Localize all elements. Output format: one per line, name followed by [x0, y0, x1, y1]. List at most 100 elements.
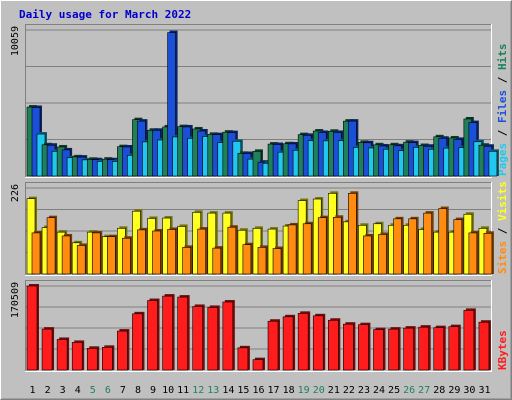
x-tick-label: 22: [343, 385, 355, 396]
x-tick-label: 24: [373, 385, 385, 396]
bar-sites-day-10: [167, 227, 178, 275]
x-tick-label: 15: [237, 385, 249, 396]
bar-kbytes-day-9: [147, 298, 160, 371]
bar-sites-day-6: [107, 234, 118, 275]
x-axis-ticks: 1 2 3 4 5 6 7 8 9 10 11 12 13 14 15 16 17 18 19 20 21 22 23 24 2…: [30, 385, 491, 396]
bar-kbytes-day-14: [222, 300, 235, 371]
y-max-label-top: 10059: [10, 26, 21, 56]
bar-sites-day-2: [46, 215, 58, 275]
bar-sites-day-30: [468, 230, 479, 275]
series-label-top: Pages / Files / Hits: [496, 44, 509, 177]
bar-kbytes-day-6: [102, 345, 115, 371]
bar-kbytes-day-31: [478, 320, 491, 371]
bar-sites-day-12: [197, 227, 208, 275]
x-tick-label: 11: [177, 385, 189, 396]
bar-pages-day-31: [488, 149, 499, 177]
y-max-label-middle: 226: [10, 184, 21, 202]
bar-kbytes-day-11: [177, 295, 190, 371]
bar-kbytes-day-25: [388, 327, 401, 371]
x-tick-label: 12: [192, 385, 204, 396]
bar-kbytes-day-29: [448, 324, 461, 371]
bar-kbytes-day-8: [132, 311, 145, 371]
x-tick-label: 2: [45, 385, 51, 396]
panel-bottom: 170509 KBytes: [10, 280, 509, 372]
x-tick-label: 1: [30, 385, 36, 396]
bar-kbytes-day-3: [56, 337, 70, 371]
x-tick-label: 7: [120, 385, 126, 396]
y-max-label-bottom: 170509: [10, 282, 21, 318]
x-tick-label: 29: [448, 385, 460, 396]
x-tick-label: 9: [150, 385, 156, 396]
bar-kbytes-day-27: [418, 325, 431, 371]
bar-kbytes-day-10: [162, 294, 175, 371]
bar-sites-day-1: [31, 230, 42, 275]
bar-kbytes-day-22: [343, 322, 356, 371]
bar-kbytes-day-4: [71, 340, 85, 371]
bar-kbytes-day-15: [237, 345, 250, 371]
series-label-bottom: KBytes: [496, 330, 509, 370]
bar-files-day-10: [167, 30, 178, 177]
x-tick-label: 21: [328, 385, 340, 396]
panels-layer: 10059 Pages / Files / Hits 226 Sites / Visi…: [10, 24, 509, 372]
bar-sites-day-3: [61, 233, 73, 275]
bar-sites-day-23: [363, 233, 374, 275]
bar-sites-day-13: [212, 246, 223, 275]
bar-kbytes-day-23: [358, 322, 371, 371]
bar-sites-day-7: [122, 236, 133, 275]
x-tick-label: 4: [75, 385, 81, 396]
bar-sites-day-9: [152, 229, 163, 275]
bar-sites-day-21: [332, 215, 344, 275]
bar-sites-day-27: [423, 211, 434, 275]
panel-top: 10059 Pages / Files / Hits: [10, 24, 509, 178]
x-tick-label: 30: [463, 385, 475, 396]
bar-kbytes-day-18: [282, 314, 296, 371]
bar-sites-day-17: [272, 246, 284, 275]
bar-kbytes-day-30: [463, 308, 476, 371]
x-tick-label: 25: [388, 385, 400, 396]
bar-kbytes-day-13: [207, 305, 220, 371]
x-tick-label: 23: [358, 385, 370, 396]
bar-kbytes-day-12: [192, 304, 205, 371]
x-tick-label: 16: [252, 385, 264, 396]
x-tick-label: 31: [478, 385, 490, 396]
x-tick-label: 26: [403, 385, 415, 396]
bar-sites-day-26: [408, 216, 419, 275]
x-tick-label: 13: [207, 385, 219, 396]
bar-sites-day-16: [257, 245, 268, 275]
bar-sites-day-24: [378, 232, 389, 275]
bar-sites-day-29: [453, 217, 464, 275]
bar-sites-day-15: [242, 242, 253, 275]
x-tick-label: 19: [298, 385, 310, 396]
x-tick-label: 6: [105, 385, 111, 396]
x-tick-label: 8: [135, 385, 141, 396]
x-tick-label: 18: [283, 385, 295, 396]
bar-sites-day-25: [393, 216, 404, 275]
bar-kbytes-day-28: [433, 325, 446, 371]
x-tick-label: 20: [313, 385, 325, 396]
bar-kbytes-day-7: [117, 329, 130, 371]
x-tick-label: 3: [60, 385, 66, 396]
bar-sites-day-20: [317, 215, 329, 275]
bar-kbytes-day-26: [403, 326, 416, 371]
bar-kbytes-day-19: [297, 311, 311, 371]
bar-sites-day-22: [348, 191, 359, 275]
bar-sites-day-11: [182, 245, 193, 275]
bar-sites-day-19: [302, 221, 314, 275]
x-tick-label: 5: [90, 385, 96, 396]
chart-title: Daily usage for March 2022: [19, 8, 191, 21]
bar-kbytes-day-1: [26, 284, 39, 371]
bar-kbytes-day-2: [41, 327, 55, 371]
bar-kbytes-day-5: [86, 346, 100, 371]
x-tick-label: 10: [162, 385, 174, 396]
series-label-middle: Sites / Visits: [496, 181, 509, 274]
bar-kbytes-day-24: [373, 327, 386, 371]
bar-sites-day-4: [76, 243, 88, 275]
x-tick-label: 28: [433, 385, 445, 396]
x-tick-label: 17: [268, 385, 280, 396]
bar-sites-day-5: [91, 230, 103, 275]
bar-sites-day-28: [438, 206, 449, 275]
bar-sites-day-31: [483, 231, 494, 275]
x-tick-label: 27: [418, 385, 430, 396]
